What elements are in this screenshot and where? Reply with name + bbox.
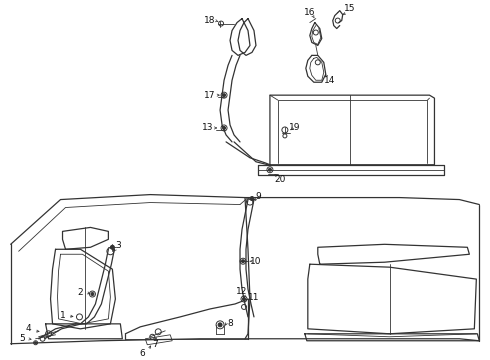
Text: 9: 9 <box>255 192 261 201</box>
Text: 12: 12 <box>236 287 248 296</box>
Circle shape <box>243 297 245 301</box>
Circle shape <box>222 126 225 130</box>
Circle shape <box>91 293 94 296</box>
Text: 2: 2 <box>77 288 83 297</box>
Text: 3: 3 <box>116 241 121 250</box>
Circle shape <box>250 197 254 201</box>
Text: 5: 5 <box>20 334 25 343</box>
Circle shape <box>110 245 114 249</box>
Text: 17: 17 <box>204 91 216 100</box>
Text: 18: 18 <box>204 16 216 25</box>
Text: 7: 7 <box>152 340 158 349</box>
Text: 11: 11 <box>248 293 260 302</box>
Circle shape <box>222 94 225 96</box>
Text: 15: 15 <box>344 4 355 13</box>
Text: 6: 6 <box>140 349 145 358</box>
Circle shape <box>269 168 271 171</box>
Circle shape <box>218 323 222 327</box>
Text: 19: 19 <box>289 123 300 132</box>
Text: 14: 14 <box>324 76 336 85</box>
Text: 20: 20 <box>274 175 286 184</box>
Text: 1: 1 <box>60 311 65 320</box>
Text: 16: 16 <box>304 8 316 17</box>
Circle shape <box>35 342 37 344</box>
Circle shape <box>242 260 245 263</box>
Text: 10: 10 <box>250 257 262 266</box>
Text: 13: 13 <box>202 123 214 132</box>
Text: 4: 4 <box>26 324 31 333</box>
Text: 8: 8 <box>227 319 233 328</box>
